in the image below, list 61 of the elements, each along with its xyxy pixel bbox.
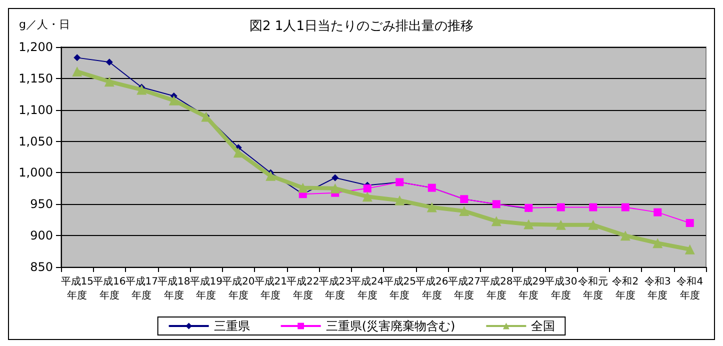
y-tick-label: 1,050 [18,134,53,148]
point [654,208,662,216]
point [652,238,663,248]
point [266,170,276,181]
x-tick-label: 平成26年度 [416,276,448,302]
point [74,54,81,62]
point [686,219,694,227]
x-tick-label: 平成27年度 [448,276,480,302]
y-tick-label: 1,150 [18,71,53,86]
point [332,174,339,182]
point [684,244,695,254]
point [588,220,598,230]
y-axis-title: g／人・日 [19,18,70,31]
legend-label: 全国 [531,319,556,333]
x-tick-label: 平成15年度 [60,276,94,302]
y-tick-label: 1,100 [18,102,53,117]
chart-title: 図2 1人1日当たりのごみ排出量の推移 [250,19,474,34]
x-tick-label: 平成30年度 [544,276,578,302]
point [72,66,82,77]
y-tick-label: 850 [30,260,53,274]
point [426,202,437,212]
point [106,58,113,66]
point [524,219,534,230]
legend-label: 三重県(災害廃棄物含む) [326,319,456,333]
x-tick-label: 令和4年度 [676,276,704,302]
y-tick-label: 950 [30,197,53,212]
point [589,203,598,212]
x-tick-label: 令和2年度 [612,276,639,302]
point [459,206,470,216]
y-tick-label: 1,000 [18,166,53,180]
point [362,192,372,202]
x-tick-label: 平成25年度 [383,276,416,302]
point [298,182,308,193]
point [233,148,244,158]
x-tick-label: 平成24年度 [351,276,384,302]
x-tick-label: 平成21年度 [254,276,287,302]
point [104,76,114,87]
x-tick-label: 平成18年度 [158,276,190,302]
point [394,195,405,206]
point [136,84,147,95]
x-tick-label: 平成22年度 [286,276,320,302]
point [556,220,566,230]
x-tick-label: 平成16年度 [93,276,126,302]
point [330,183,340,194]
point [556,203,565,212]
y-tick-label: 1,200 [18,40,53,54]
x-tick-label: 令和3年度 [644,276,671,302]
x-tick-label: 平成19年度 [190,276,222,302]
point [620,230,630,241]
x-tick-label: 平成23年度 [318,276,352,302]
point [363,184,372,192]
x-tick-label: 平成20年度 [222,276,255,302]
x-tick-label: 令和元年度 [578,276,608,302]
point [168,95,179,106]
x-tick-label: 平成28年度 [480,276,513,302]
legend-label: 三重県 [214,319,250,333]
point [491,216,502,226]
x-tick-label: 平成29年度 [512,276,545,302]
point [621,203,630,212]
x-tick-label: 平成17年度 [125,276,158,302]
y-tick-label: 900 [30,228,53,243]
